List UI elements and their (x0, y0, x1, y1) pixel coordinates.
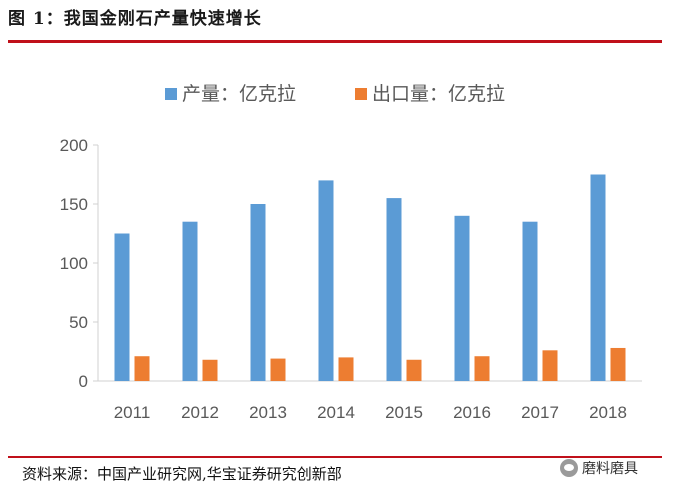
bar-export (474, 356, 490, 381)
bar-production (182, 221, 198, 381)
bar-export (270, 358, 286, 381)
x-tick-label: 2018 (589, 403, 627, 422)
x-tick-label: 2013 (249, 403, 287, 422)
watermark-label: 磨料磨具 (582, 461, 638, 477)
bar-export (338, 357, 354, 381)
x-tick-label: 2016 (453, 403, 491, 422)
x-tick-label: 2014 (317, 403, 355, 422)
title-divider (8, 40, 662, 43)
bar-export (134, 356, 150, 381)
figure-title: 图 1：我国金刚石产量快速增长 (8, 9, 262, 29)
x-tick-label: 2017 (521, 403, 559, 422)
bar-production (590, 174, 606, 381)
bar-export (542, 350, 558, 381)
x-tick-label: 2015 (385, 403, 423, 422)
y-tick-label: 200 (60, 136, 88, 155)
bar-export (406, 359, 422, 381)
bar-production (114, 233, 130, 381)
legend-label-production: 产量：亿克拉 (182, 83, 296, 105)
y-tick-label: 150 (60, 195, 88, 214)
y-tick-label: 50 (69, 313, 88, 332)
bar-production (522, 221, 538, 381)
y-tick-label: 0 (79, 372, 88, 391)
x-tick-label: 2011 (114, 403, 151, 422)
bar-export (202, 359, 218, 381)
legend-swatch-export (355, 88, 367, 100)
bar-export (610, 347, 626, 381)
bar-production (250, 204, 266, 381)
source-note: 资料来源：中国产业研究网,华宝证券研究创新部 (22, 465, 342, 483)
y-tick-label: 100 (60, 254, 88, 273)
watermark: 磨料磨具 (560, 458, 638, 478)
wechat-icon (560, 459, 578, 477)
bar-production (386, 198, 402, 381)
bar-production (318, 180, 334, 381)
bar-production (454, 215, 470, 381)
legend-label-export: 出口量：亿克拉 (372, 83, 505, 105)
legend-swatch-production (165, 88, 177, 100)
x-tick-label: 2012 (181, 403, 219, 422)
source-divider (8, 456, 662, 458)
